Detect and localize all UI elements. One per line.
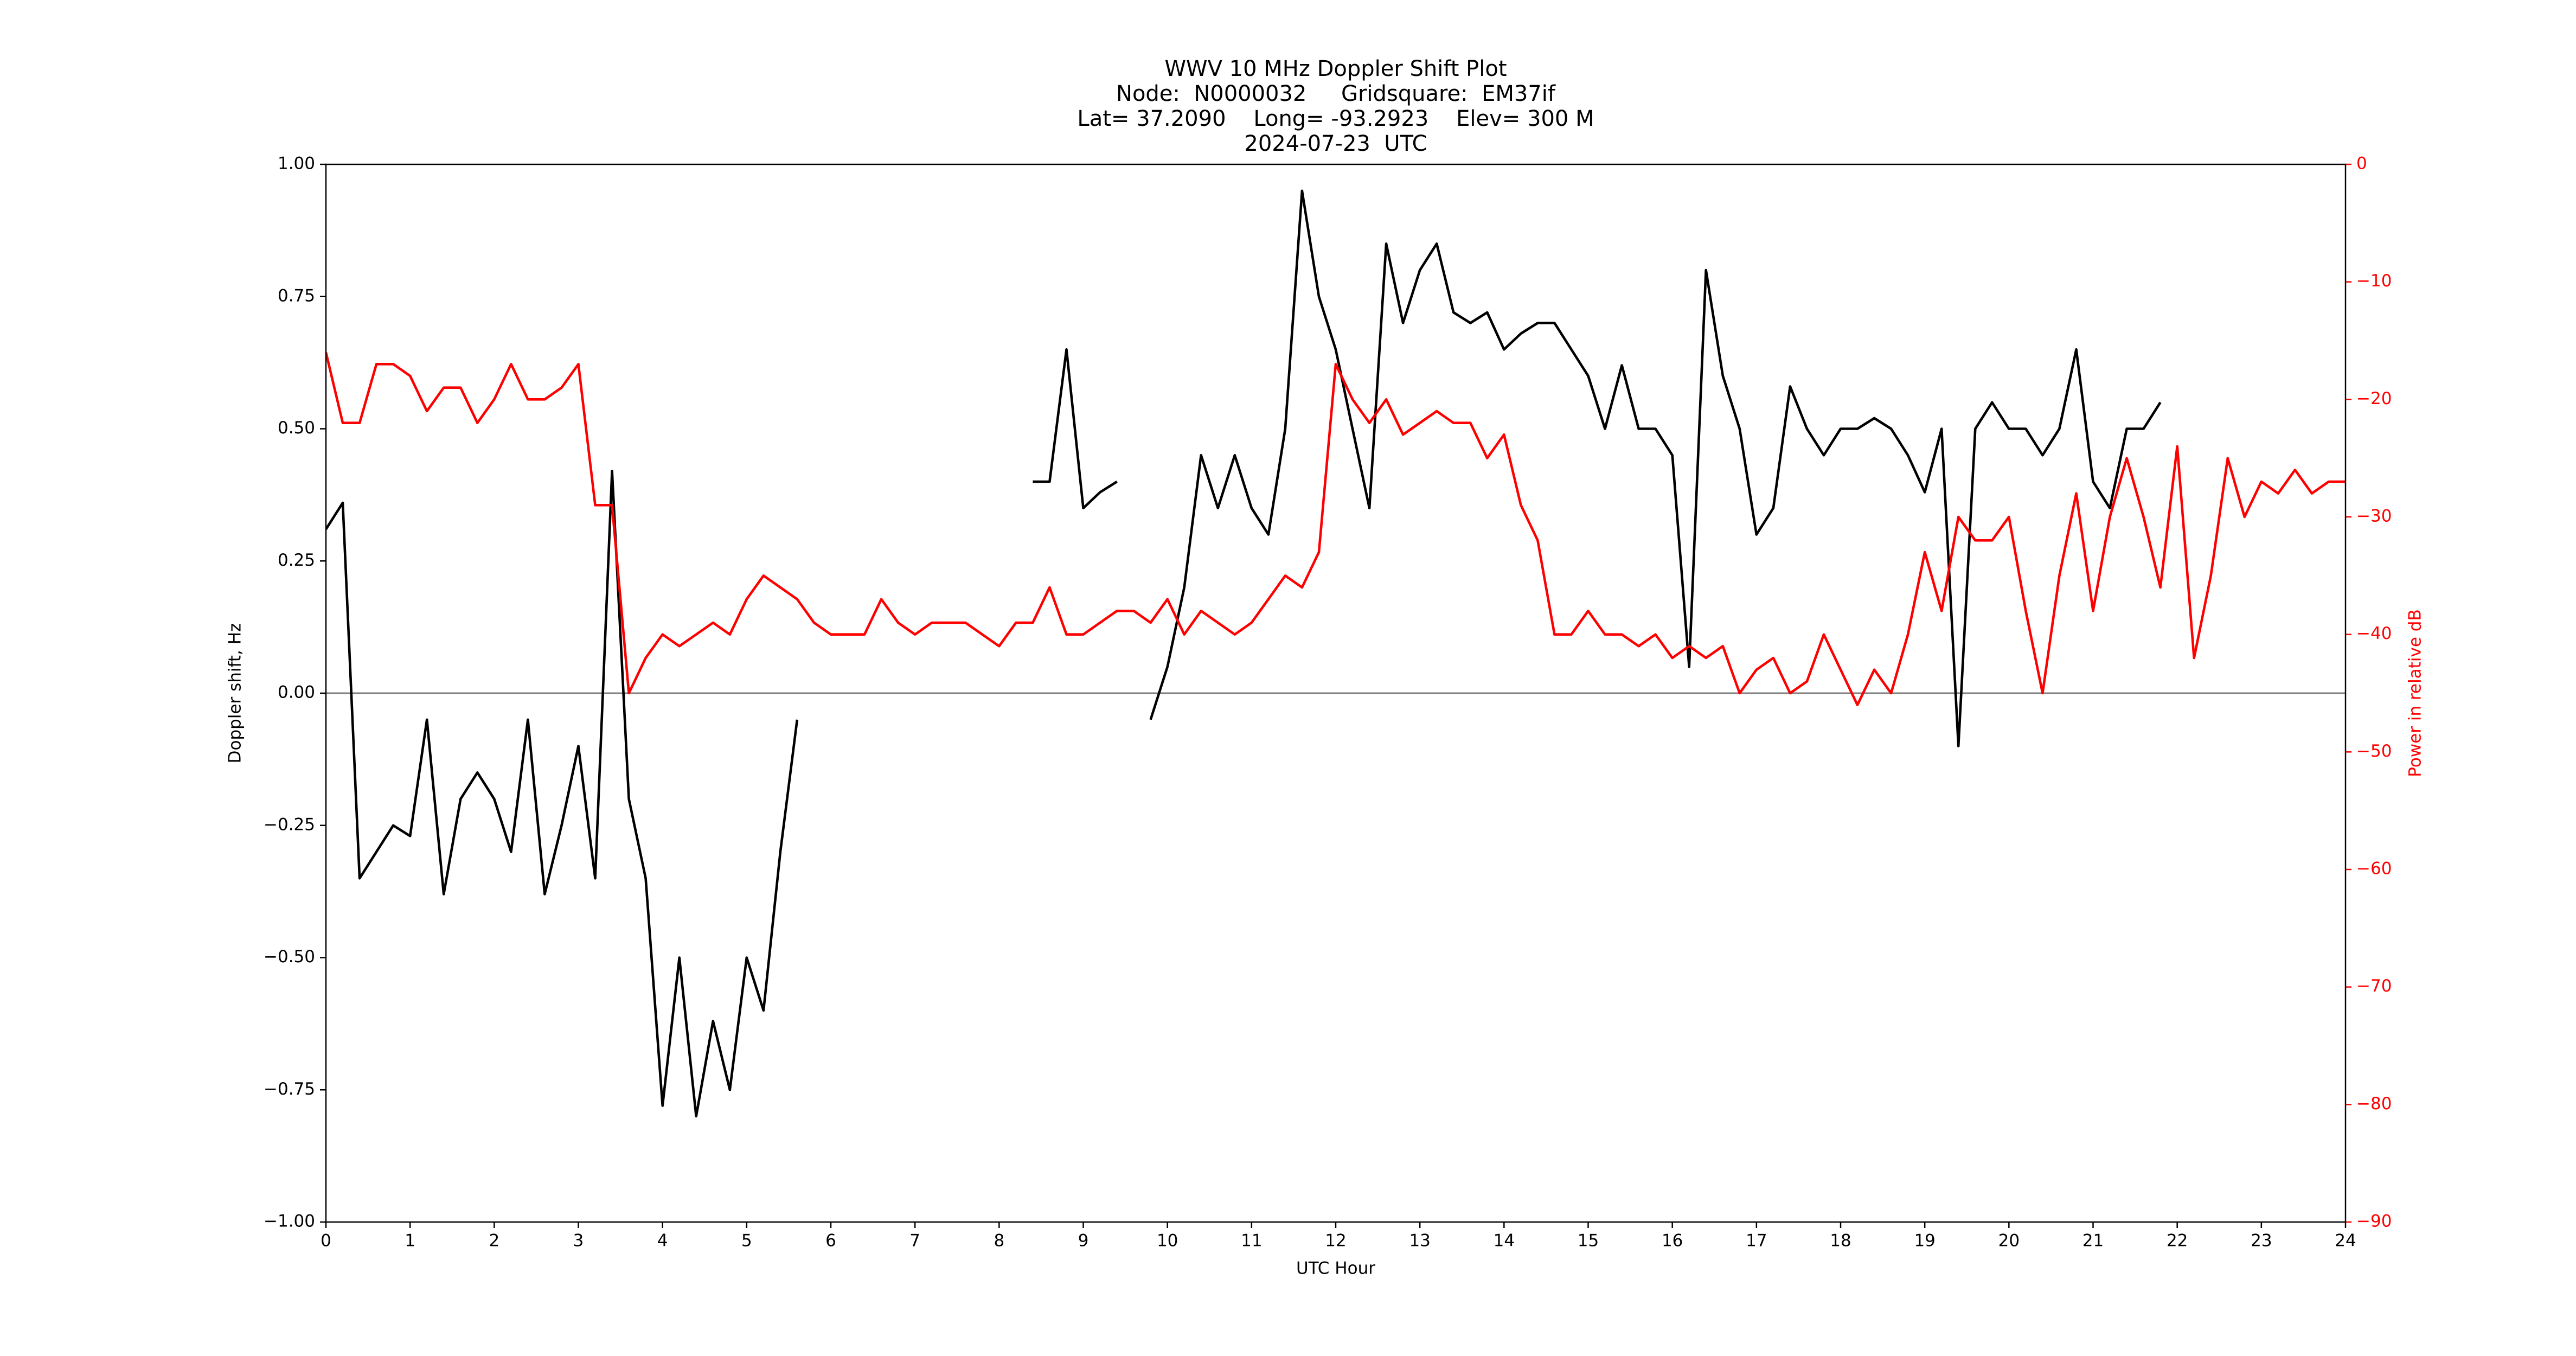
x-tick-label: 13 (1409, 1231, 1430, 1251)
y2-tick-label: −40 (2356, 624, 2392, 643)
x-tick-label: 10 (1157, 1231, 1178, 1251)
x-tick-label: 9 (1078, 1231, 1089, 1251)
y2-tick-label: −60 (2356, 859, 2392, 879)
x-tick-label: 19 (1914, 1231, 1935, 1251)
y-tick-label: 1.00 (278, 154, 315, 174)
x-tick-label: 1 (405, 1231, 415, 1251)
x-tick-label: 8 (994, 1231, 1004, 1251)
chart-subtitle: Node: N0000032 Gridsquare: EM37if (1116, 81, 1556, 106)
x-tick-label: 15 (1578, 1231, 1599, 1251)
x-tick-label: 4 (657, 1231, 668, 1251)
x-tick-label: 14 (1494, 1231, 1515, 1251)
y2-tick-label: −70 (2356, 976, 2392, 996)
y2-tick-label: −50 (2356, 741, 2392, 761)
x-tick-label: 11 (1241, 1231, 1262, 1251)
y2-tick-label: −10 (2356, 271, 2392, 291)
x-tick-label: 17 (1746, 1231, 1767, 1251)
x-tick-label: 21 (2082, 1231, 2104, 1251)
y-tick-label: −1.00 (264, 1212, 315, 1231)
x-tick-label: 12 (1325, 1231, 1346, 1251)
x-tick-label: 2 (489, 1231, 499, 1251)
x-tick-label: 3 (573, 1231, 584, 1251)
y-tick-label: −0.50 (264, 947, 315, 967)
y2-tick-label: −80 (2356, 1094, 2392, 1114)
y-axis-label: Doppler shift, Hz (226, 623, 245, 764)
y2-tick-label: −20 (2356, 389, 2392, 408)
y-tick-label: 0.50 (278, 418, 315, 438)
x-tick-label: 22 (2167, 1231, 2188, 1251)
y-tick-label: 0.00 (278, 683, 315, 702)
y2-tick-label: −90 (2356, 1212, 2392, 1231)
plot-frame (325, 163, 2347, 1223)
y2-tick-label: 0 (2356, 154, 2367, 174)
x-tick-label: 6 (825, 1231, 836, 1251)
series-line (326, 189, 2162, 1118)
y-tick-label: 0.25 (278, 551, 315, 570)
y-tick-label: 0.75 (278, 286, 315, 305)
x-tick-label: 5 (741, 1231, 752, 1251)
y-tick-label: −0.25 (264, 815, 315, 834)
x-axis-label: UTC Hour (1296, 1259, 1375, 1278)
chart-subtitle: Lat= 37.2090 Long= -93.2923 Elev= 300 M (1077, 106, 1594, 131)
chart-subtitle: 2024-07-23 UTC (1244, 131, 1427, 156)
x-tick-label: 16 (1662, 1231, 1683, 1251)
x-tick-label: 0 (321, 1231, 331, 1251)
series-line (326, 352, 2346, 706)
y2-tick-label: −30 (2356, 507, 2392, 526)
x-tick-label: 24 (2335, 1231, 2356, 1251)
x-tick-label: 7 (909, 1231, 920, 1251)
chart-title: WWV 10 MHz Doppler Shift Plot (1164, 56, 1507, 81)
y-tick-label: −0.75 (264, 1079, 315, 1099)
x-tick-label: 20 (1998, 1231, 2020, 1251)
x-tick-label: 18 (1830, 1231, 1851, 1251)
x-tick-label: 23 (2251, 1231, 2272, 1251)
y2-axis-label: Power in relative dB (2406, 609, 2425, 777)
